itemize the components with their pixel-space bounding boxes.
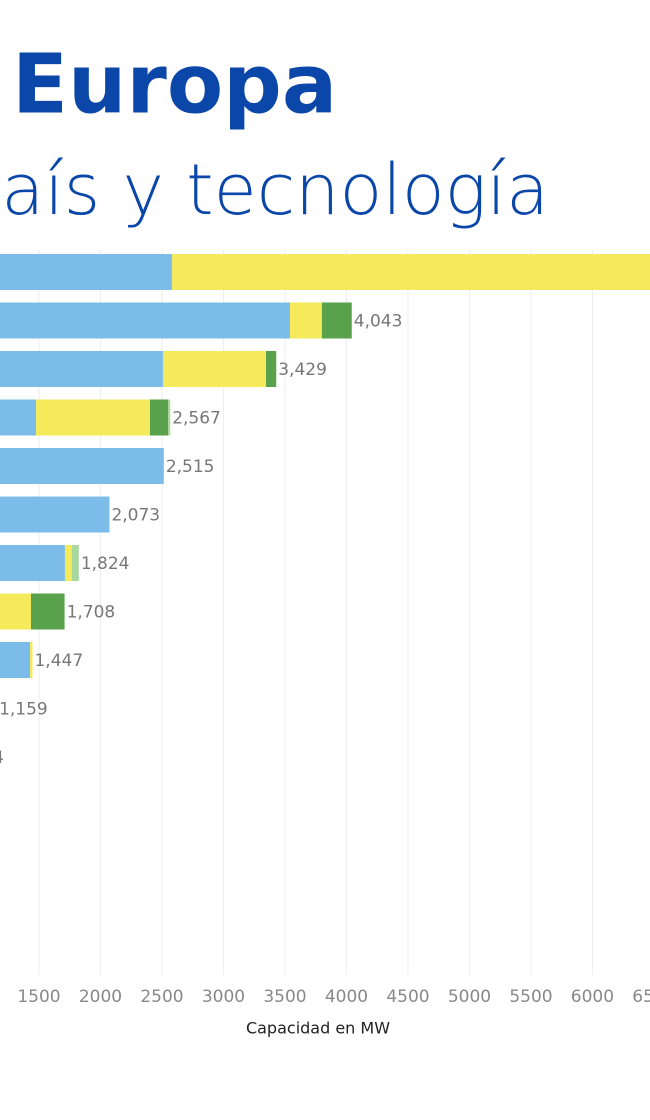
bar-segment [0, 496, 110, 533]
x-axis-label: Capacidad en MW [246, 1019, 390, 1038]
total-label: 1,708 [67, 603, 116, 623]
total-label: 934 [0, 748, 4, 768]
bar-segment [321, 302, 352, 339]
bar-segment [0, 448, 164, 484]
total-label: 2,515 [166, 457, 215, 477]
x-tick-label: 6500 [632, 987, 650, 1007]
bar-segment [162, 351, 267, 387]
bar-segment [64, 545, 72, 581]
x-tick-label: 2500 [140, 987, 183, 1007]
total-label: 3,429 [278, 360, 327, 380]
x-tick-label: 5000 [448, 987, 491, 1007]
bar-segment [0, 351, 163, 387]
bar-segment [0, 545, 65, 581]
x-tick-label: 1500 [17, 987, 60, 1007]
bar-segment [290, 302, 322, 339]
x-tick-label: 4000 [325, 987, 368, 1007]
bar-segment [71, 545, 79, 581]
bar-segment [168, 399, 171, 436]
x-tick-label: 6000 [571, 987, 614, 1007]
x-tick-label: 5500 [509, 987, 552, 1007]
chart-title: Europa [12, 37, 337, 132]
total-label: 2,567 [172, 409, 221, 429]
total-label: 4,043 [354, 312, 403, 332]
bar-segment [36, 399, 150, 436]
total-label: 1,447 [34, 651, 83, 671]
bar-segment [30, 642, 33, 678]
bar-segment [266, 351, 277, 387]
bar-segment [0, 302, 291, 339]
x-tick-label: 4500 [386, 987, 429, 1007]
total-label: 1,159 [0, 700, 48, 720]
x-tick-label: 3500 [263, 987, 306, 1007]
chart-subtitle: país y tecnología [0, 149, 549, 231]
bar-segment [171, 254, 650, 290]
x-tick-label: 3000 [202, 987, 245, 1007]
x-tick-label: 2000 [79, 987, 122, 1007]
bar-segment [30, 593, 65, 630]
total-label: 2,073 [111, 506, 160, 526]
bar-segment [0, 593, 31, 630]
bar-segment [0, 642, 31, 678]
total-label: 1,824 [81, 554, 130, 574]
bar-segment [0, 254, 172, 290]
bar-segment [149, 399, 169, 436]
bar-segment [0, 399, 37, 436]
